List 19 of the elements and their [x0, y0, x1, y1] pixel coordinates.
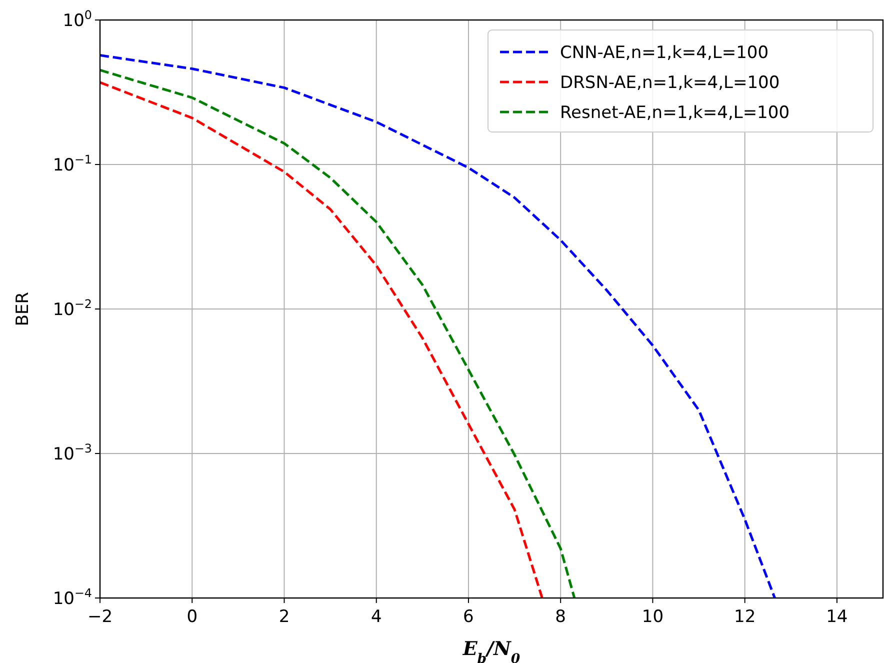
x-tick-label: 2 — [278, 607, 290, 627]
y-tick-label: 10$^{−3}$ — [52, 442, 92, 464]
x-axis-title: E$_{b}$/N$_{0}$ — [462, 638, 521, 663]
y-axis-title: BER — [13, 292, 33, 326]
legend-label: Resnet-AE,n=1,k=4,L=100 — [560, 103, 790, 123]
x-tick-label: 0 — [186, 607, 198, 627]
x-tick-label: 6 — [463, 607, 474, 627]
x-tick-label: 4 — [370, 607, 382, 627]
y-tick-label: 10$^{0}$ — [62, 8, 92, 31]
y-tick-label: 10$^{−2}$ — [52, 297, 92, 320]
y-tick-label: 10$^{−4}$ — [52, 586, 92, 609]
legend-label: CNN-AE,n=1,k=4,L=100 — [560, 43, 769, 63]
legend-label: DRSN-AE,n=1,k=4,L=100 — [560, 73, 780, 93]
x-tick-label: 10 — [642, 607, 664, 627]
y-tick-label: 10$^{−1}$ — [52, 152, 92, 176]
x-tick-label: −2 — [87, 607, 113, 627]
x-tick-label: 8 — [555, 607, 566, 627]
x-tick-label: 12 — [734, 607, 756, 627]
x-tick-label: 14 — [826, 607, 848, 627]
